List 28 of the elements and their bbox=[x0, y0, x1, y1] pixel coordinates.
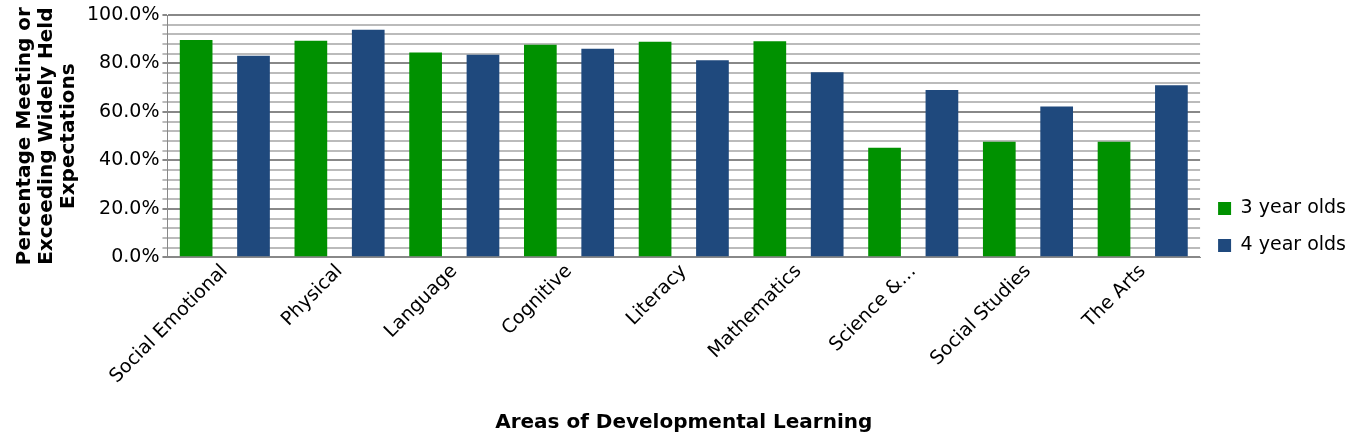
bar bbox=[466, 54, 500, 257]
bar bbox=[925, 90, 959, 257]
bar bbox=[523, 44, 557, 257]
bar bbox=[581, 48, 615, 257]
bar bbox=[810, 72, 844, 257]
y-tick-label: 60.0% bbox=[99, 98, 160, 121]
y-axis-title: Percentage Meeting or Exceeding Widely Held Expectations bbox=[11, 6, 80, 266]
legend-label: 3 year olds bbox=[1240, 195, 1346, 218]
x-axis-title: Areas of Developmental Learning bbox=[495, 409, 873, 434]
bar bbox=[351, 29, 385, 257]
bar bbox=[696, 60, 729, 257]
y-tick-label: 40.0% bbox=[99, 147, 160, 170]
bar bbox=[179, 39, 213, 257]
bar bbox=[753, 41, 787, 257]
bar bbox=[409, 52, 442, 257]
bar bbox=[1097, 141, 1131, 257]
bar bbox=[638, 41, 672, 257]
bar bbox=[868, 147, 901, 257]
bar bbox=[982, 141, 1016, 257]
bar bbox=[237, 55, 270, 257]
bar bbox=[294, 40, 328, 257]
legend-label: 4 year olds bbox=[1240, 232, 1346, 255]
y-tick-label: 100.0% bbox=[86, 1, 160, 24]
y-tick-label: 20.0% bbox=[99, 195, 160, 218]
y-tick-label: 0.0% bbox=[111, 244, 160, 267]
bar bbox=[1040, 106, 1074, 257]
bar bbox=[1155, 85, 1188, 257]
y-tick-label: 80.0% bbox=[99, 50, 160, 73]
